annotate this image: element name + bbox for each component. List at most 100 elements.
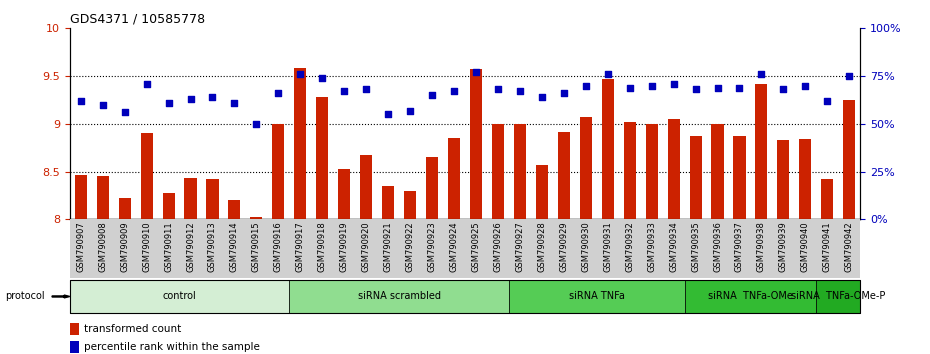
Text: GSM790937: GSM790937	[735, 221, 744, 272]
Text: GSM790932: GSM790932	[625, 221, 634, 272]
Bar	[119, 199, 131, 219]
Point	[73, 98, 88, 104]
Point	[644, 83, 659, 88]
Point	[578, 83, 593, 88]
Point	[711, 85, 725, 90]
Text: GSM790938: GSM790938	[757, 221, 766, 272]
Point	[666, 81, 681, 87]
Bar	[689, 136, 701, 219]
Point	[293, 72, 308, 77]
Text: GSM790908: GSM790908	[99, 221, 107, 272]
Bar	[799, 139, 811, 219]
Point	[271, 91, 286, 96]
Text: GSM790939: GSM790939	[779, 221, 788, 272]
Bar	[448, 138, 460, 219]
Point	[227, 100, 242, 106]
Point	[380, 112, 395, 117]
Point	[622, 85, 637, 90]
Point	[490, 87, 505, 92]
Text: GSM790913: GSM790913	[208, 221, 217, 272]
Text: GSM790907: GSM790907	[76, 221, 86, 272]
Text: GSM790912: GSM790912	[186, 221, 195, 272]
Text: GSM790914: GSM790914	[230, 221, 239, 272]
Bar	[558, 132, 570, 219]
Text: GSM790910: GSM790910	[142, 221, 151, 272]
Point	[249, 121, 264, 127]
Bar	[206, 179, 219, 219]
Bar	[645, 124, 658, 219]
Bar	[734, 136, 746, 219]
Bar	[426, 157, 438, 219]
Text: GSM790927: GSM790927	[515, 221, 525, 272]
Text: GSM790920: GSM790920	[362, 221, 371, 272]
Text: GSM790934: GSM790934	[669, 221, 678, 272]
Bar	[163, 193, 175, 219]
Bar	[755, 84, 767, 219]
Point	[205, 94, 219, 100]
Point	[315, 75, 330, 81]
Point	[512, 88, 527, 94]
Point	[403, 108, 418, 113]
Bar	[492, 124, 504, 219]
Text: siRNA  TNFa-OMe: siRNA TNFa-OMe	[708, 291, 793, 302]
Bar	[821, 179, 833, 219]
Bar	[777, 140, 790, 219]
Point	[425, 92, 440, 98]
Point	[117, 110, 132, 115]
Text: GSM790942: GSM790942	[844, 221, 854, 272]
Text: GSM790911: GSM790911	[164, 221, 173, 272]
Text: GSM790917: GSM790917	[296, 221, 305, 272]
Point	[556, 91, 571, 96]
Bar	[668, 119, 680, 219]
Text: GSM790933: GSM790933	[647, 221, 657, 272]
Text: percentile rank within the sample: percentile rank within the sample	[84, 342, 259, 352]
Text: GSM790930: GSM790930	[581, 221, 591, 272]
Point	[337, 88, 352, 94]
Point	[359, 87, 374, 92]
Text: transformed count: transformed count	[84, 324, 181, 334]
Point	[688, 87, 703, 92]
Bar	[711, 124, 724, 219]
Bar	[382, 186, 394, 219]
Text: GSM790924: GSM790924	[449, 221, 458, 272]
Point	[754, 72, 769, 77]
Bar	[579, 117, 591, 219]
Text: GDS4371 / 10585778: GDS4371 / 10585778	[70, 12, 205, 25]
Bar	[97, 176, 109, 219]
Point	[446, 88, 461, 94]
Point	[798, 83, 813, 88]
Text: GSM790926: GSM790926	[494, 221, 502, 272]
Text: GSM790919: GSM790919	[339, 221, 349, 272]
Text: GSM790921: GSM790921	[384, 221, 392, 272]
Bar	[514, 124, 526, 219]
Text: siRNA TNFa: siRNA TNFa	[569, 291, 625, 302]
Point	[842, 73, 857, 79]
Text: GSM790918: GSM790918	[318, 221, 326, 272]
Text: control: control	[163, 291, 196, 302]
Text: GSM790931: GSM790931	[604, 221, 612, 272]
Text: GSM790922: GSM790922	[405, 221, 415, 272]
Point	[95, 102, 110, 108]
Bar	[339, 169, 351, 219]
Point	[183, 96, 198, 102]
Point	[140, 81, 154, 87]
Text: GSM790928: GSM790928	[538, 221, 546, 272]
Bar	[404, 191, 416, 219]
Bar	[360, 155, 372, 219]
Text: GSM790916: GSM790916	[273, 221, 283, 272]
Bar	[294, 68, 306, 219]
Point	[535, 94, 550, 100]
Bar	[140, 133, 153, 219]
Point	[469, 69, 484, 75]
Point	[732, 85, 747, 90]
Bar	[536, 165, 548, 219]
Bar	[250, 217, 262, 219]
Text: GSM790940: GSM790940	[801, 221, 810, 272]
Point	[776, 87, 790, 92]
Point	[600, 72, 615, 77]
Bar	[316, 97, 328, 219]
Text: GSM790929: GSM790929	[559, 221, 568, 272]
Point	[161, 100, 176, 106]
Text: protocol: protocol	[5, 291, 45, 302]
Text: GSM790941: GSM790941	[823, 221, 831, 272]
